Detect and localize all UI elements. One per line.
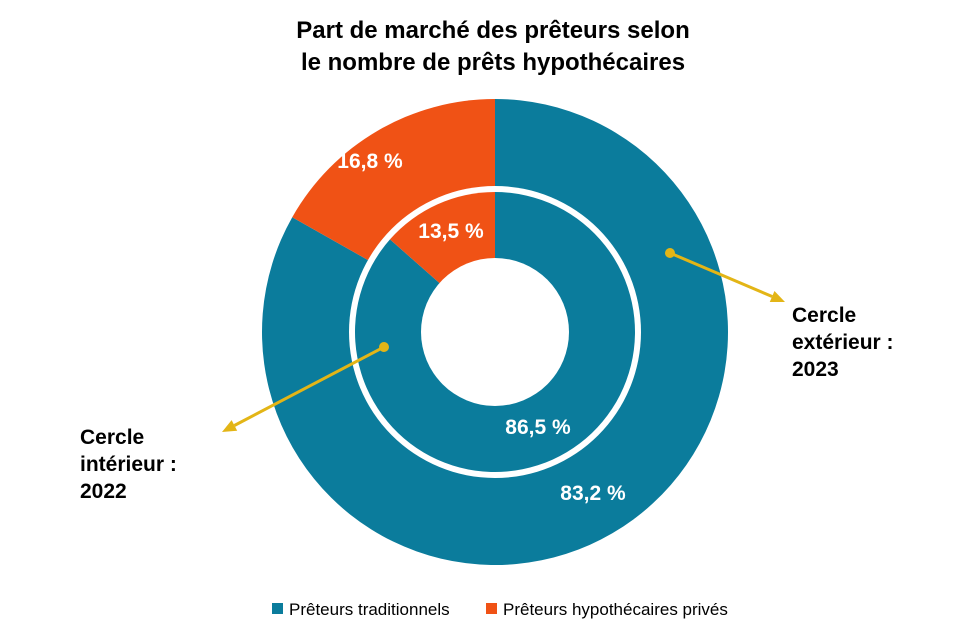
legend-label-private: Prêteurs hypothécaires privés xyxy=(503,600,728,619)
outer-annotation-arrow-line xyxy=(669,251,773,298)
legend-swatch-traditional xyxy=(272,603,283,614)
slice-labels: 83,2 % 16,8 % 86,5 % 13,5 % xyxy=(337,150,626,505)
outer-annotation-text-line-1: Cercle xyxy=(792,304,856,327)
inner-slice-label-traditional: 86,5 % xyxy=(505,416,571,439)
inner-annotation-text-line-3: 2022 xyxy=(80,480,127,503)
annotations: Cercle extérieur : 2023 Cercle intérieur : 20… xyxy=(80,248,894,503)
outer-annotation-arrow-arrowhead xyxy=(769,290,785,303)
outer-annotation-text-line-2: extérieur : xyxy=(792,331,894,354)
legend-label-traditional: Prêteurs traditionnels xyxy=(289,600,450,619)
inner-annotation-text-line-2: intérieur : xyxy=(80,453,177,476)
inner-annotation-arrow-arrowhead xyxy=(222,420,238,432)
chart-title-line-1: Part de marché des prêteurs selon xyxy=(296,17,690,44)
outer-annotation-text-line-3: 2023 xyxy=(792,358,839,381)
outer-slice-label-traditional: 83,2 % xyxy=(560,482,626,505)
inner-slice-label-private: 13,5 % xyxy=(418,220,484,243)
inner-annotation-arrow-line xyxy=(233,345,385,427)
inner-annotation-text-line-1: Cercle xyxy=(80,426,144,449)
chart-title-line-2: le nombre de prêts hypothécaires xyxy=(301,49,685,76)
donut-hole xyxy=(421,258,569,406)
legend-swatch-private xyxy=(486,603,497,614)
outer-slice-label-private: 16,8 % xyxy=(337,150,403,173)
legend: Prêteurs traditionnels Prêteurs hypothéc… xyxy=(272,600,728,619)
